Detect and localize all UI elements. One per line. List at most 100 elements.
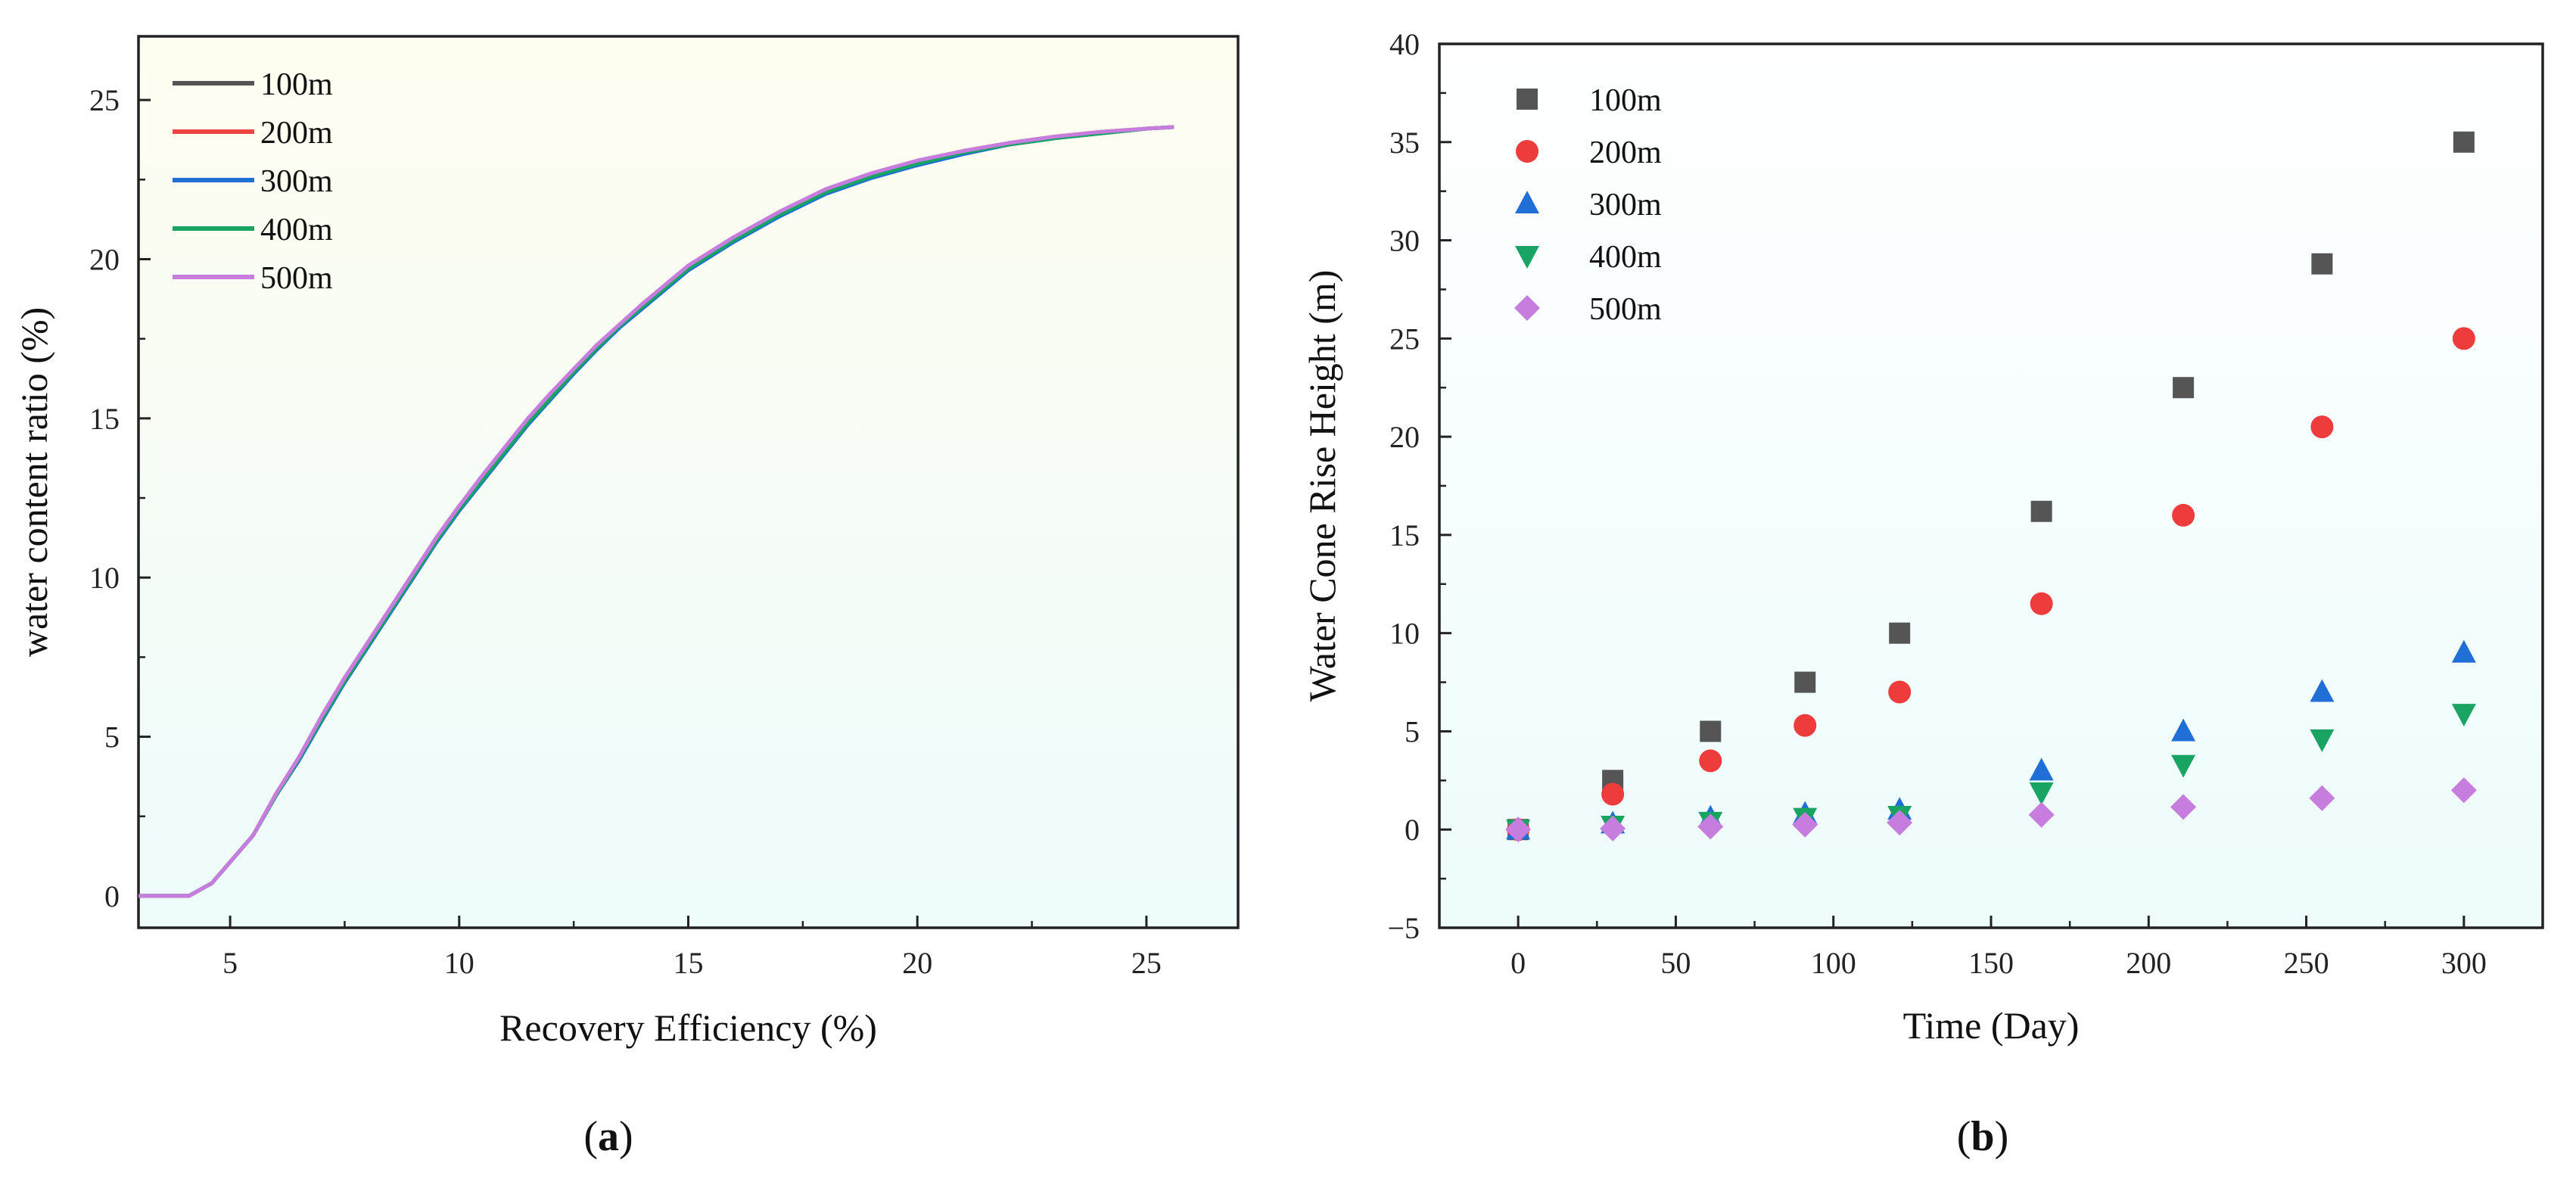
legend-marker-swatch (1515, 191, 1539, 213)
y-tick-label: 30 (1389, 224, 1420, 258)
y-axis-title: water content ratio (%) (13, 307, 55, 657)
panel-label-letter: a (598, 1113, 619, 1160)
data-point-400m (2451, 704, 2476, 727)
legend-entry-500m: 500m (173, 261, 333, 296)
data-point-500m (2170, 794, 2197, 820)
data-point-300m (2451, 639, 2476, 663)
data-point-100m (1889, 622, 1911, 644)
data-point-300m (2310, 679, 2335, 702)
data-point-300m (2171, 718, 2196, 742)
y-tick-label: 40 (1389, 27, 1420, 61)
data-point-400m (2029, 782, 2054, 805)
legend-label: 100m (1589, 83, 1662, 118)
data-point-500m (2028, 801, 2055, 828)
data-point-200m (2310, 415, 2334, 439)
legend-entry-400m: 400m (1515, 240, 1662, 275)
x-tick-label: 150 (1968, 946, 2014, 980)
data-point-200m (2030, 592, 2053, 615)
chart-panel-b: 0 50 100 150 200 250 300 −5 0 5 10 15 20 25 30 35 40 Time… (1301, 27, 2544, 1160)
legend-marker-swatch (1514, 295, 1540, 321)
y-tick-label: 10 (89, 561, 120, 595)
x-tick-label: 100 (1811, 946, 1856, 980)
legend-entry-300m: 300m (173, 164, 333, 199)
legend-entry-400m: 400m (173, 213, 333, 247)
y-tick-label: 5 (1405, 714, 1420, 748)
panel-label-close: ) (1995, 1113, 2009, 1160)
legend-entry-100m: 100m (1517, 83, 1662, 118)
data-point-200m (1794, 714, 1817, 737)
x-tick-label: 15 (674, 946, 704, 980)
data-point-100m (2453, 131, 2475, 153)
panel-label-open: ( (1957, 1113, 1971, 1160)
y-tick-label: 20 (1389, 420, 1420, 454)
legend-label: 400m (1589, 240, 1662, 275)
data-point-500m (1697, 813, 1724, 840)
legend-entry-300m: 300m (1515, 188, 1662, 222)
y-tick-label: 25 (89, 83, 120, 117)
x-tick-label: 300 (2441, 946, 2487, 980)
legend-label: 200m (1589, 135, 1662, 170)
data-point-100m (2173, 377, 2195, 399)
data-point-100m (2311, 253, 2333, 275)
data-point-500m (1887, 810, 1913, 836)
x-axis-title: Recovery Efficiency (%) (499, 1006, 877, 1049)
data-point-200m (1699, 749, 1722, 773)
x-tick-label: 200 (2126, 946, 2171, 980)
data-point-400m (2310, 729, 2335, 752)
series-line-500m (138, 125, 1174, 898)
y-tick-label: 20 (89, 243, 120, 277)
legend-label: 100m (260, 67, 333, 102)
y-tick-label: 5 (104, 720, 120, 754)
series-500m (138, 125, 1174, 898)
y-tick-label: 15 (89, 402, 120, 436)
y-axis-title: Water Cone Rise Height (m) (1301, 270, 1343, 702)
data-point-300m (2029, 757, 2054, 781)
y-tick-label: 10 (1389, 617, 1420, 651)
legend-label: 300m (1589, 188, 1662, 222)
plot-frame (1438, 42, 2544, 929)
panel-label-close: ) (619, 1113, 633, 1160)
legend-entry-200m: 200m (173, 116, 333, 151)
x-tick-label: 25 (1131, 946, 1162, 980)
panel-label: (a) (583, 1113, 633, 1160)
data-point-400m (2171, 754, 2196, 778)
legend-label: 300m (260, 164, 333, 199)
x-tick-label: 20 (902, 946, 932, 980)
panel-label: (b) (1957, 1113, 2008, 1160)
legend-marker-swatch (1517, 89, 1538, 110)
data-point-200m (2172, 503, 2195, 527)
y-tick-label: 25 (1389, 322, 1420, 356)
panel-label-letter: b (1971, 1113, 1994, 1160)
legend-label: 200m (260, 116, 333, 151)
legend-label: 400m (260, 213, 333, 247)
y-tick-label: 0 (1405, 813, 1420, 847)
x-tick-label: 250 (2284, 946, 2329, 980)
legend-label: 500m (260, 261, 333, 296)
data-point-200m (2452, 327, 2475, 350)
plot-background (138, 36, 1238, 928)
panel-label-open: ( (583, 1113, 598, 1160)
data-point-100m (1700, 720, 1722, 742)
data-point-500m (1792, 811, 1818, 838)
x-tick-label: 5 (222, 946, 238, 980)
data-point-200m (1888, 680, 1912, 704)
chart-panel-a: 5 10 15 20 25 0 5 10 15 20 25 Recovery Efficiency (… (13, 35, 1240, 1160)
legend-entry-100m: 100m (173, 67, 333, 102)
y-tick-label: −5 (1387, 911, 1420, 945)
legend-entry-200m: 200m (1516, 135, 1662, 170)
y-tick-label: 15 (1389, 518, 1420, 552)
x-tick-label: 10 (444, 946, 474, 980)
data-point-500m (2309, 785, 2335, 811)
x-axis-title: Time (Day) (1903, 1004, 2080, 1047)
x-tick-label: 0 (1510, 946, 1526, 980)
y-tick-label: 0 (104, 879, 120, 913)
series-500m (1505, 777, 2477, 843)
legend-label: 500m (1589, 292, 1662, 327)
data-point-100m (1794, 671, 1816, 693)
data-point-500m (1505, 817, 1532, 843)
legend-marker-swatch (1516, 140, 1538, 163)
plot-frame (137, 35, 1240, 929)
data-point-100m (2030, 500, 2052, 522)
